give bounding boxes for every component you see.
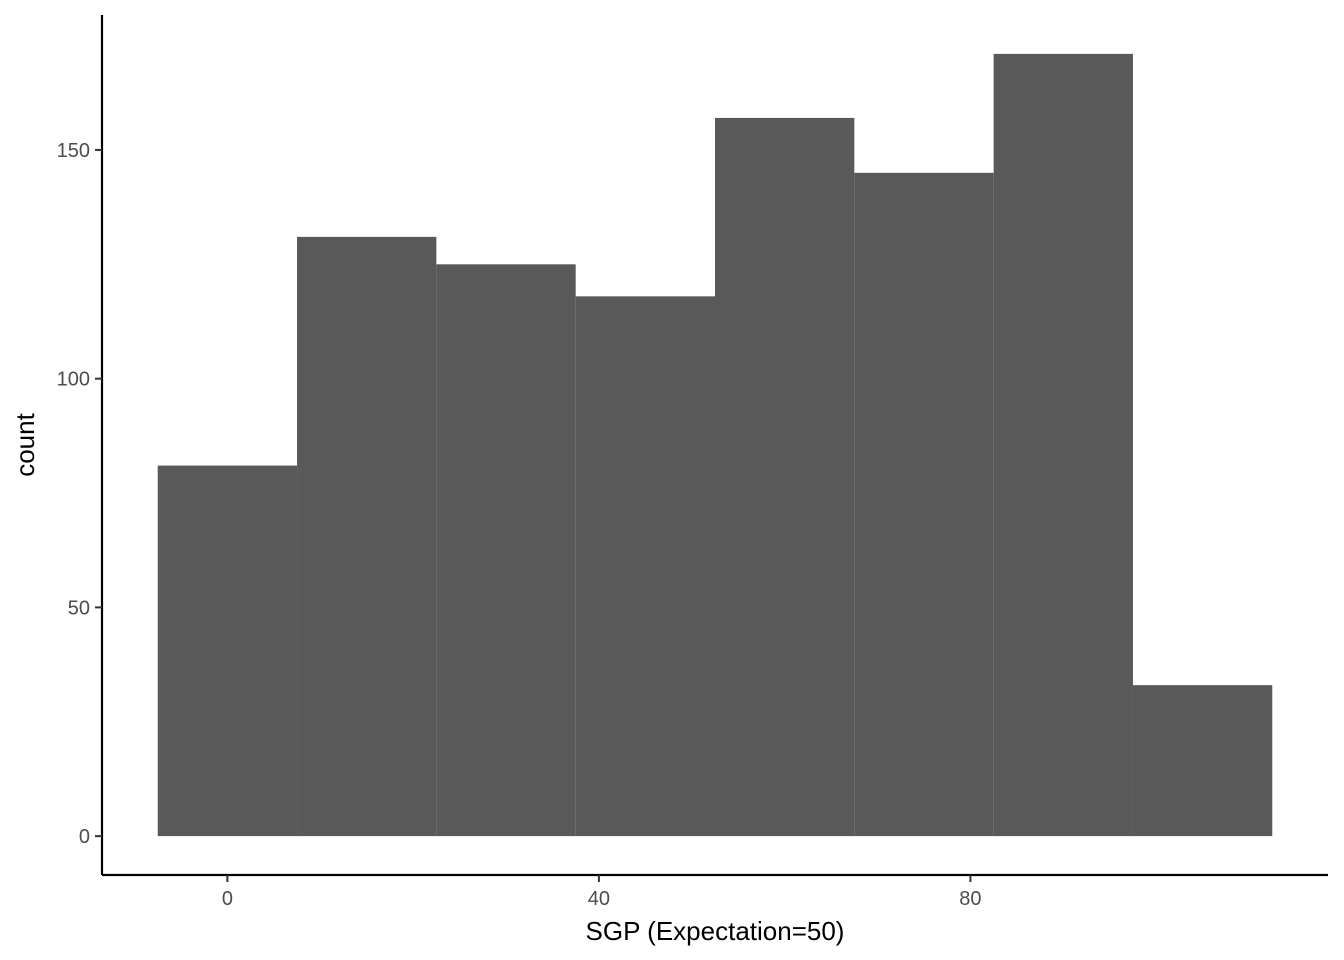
histogram-bar-8 xyxy=(1132,685,1273,837)
histogram-bar-4 xyxy=(575,296,715,837)
histogram-bar-5 xyxy=(715,117,855,837)
x-axis-title: SGP (Expectation=50) xyxy=(586,916,845,946)
y-axis-ticks: 0 50 100 150 xyxy=(57,140,102,848)
y-axis-title: count xyxy=(10,412,40,476)
y-tick-label: 100 xyxy=(57,369,90,391)
x-tick-label: 40 xyxy=(588,888,610,910)
histogram-bar-7 xyxy=(993,53,1133,837)
bars-group xyxy=(157,53,1273,837)
y-tick-label: 50 xyxy=(68,597,90,619)
x-tick-label: 0 xyxy=(222,888,233,910)
y-tick-label: 150 xyxy=(57,140,90,162)
histogram-bar-3 xyxy=(436,264,576,837)
histogram-bar-2 xyxy=(297,236,437,837)
x-axis-ticks: 0 40 80 xyxy=(222,875,982,910)
histogram-bar-1 xyxy=(157,465,298,837)
histogram-bar-6 xyxy=(854,172,994,837)
y-tick-label: 0 xyxy=(79,826,90,848)
x-tick-label: 80 xyxy=(959,888,981,910)
